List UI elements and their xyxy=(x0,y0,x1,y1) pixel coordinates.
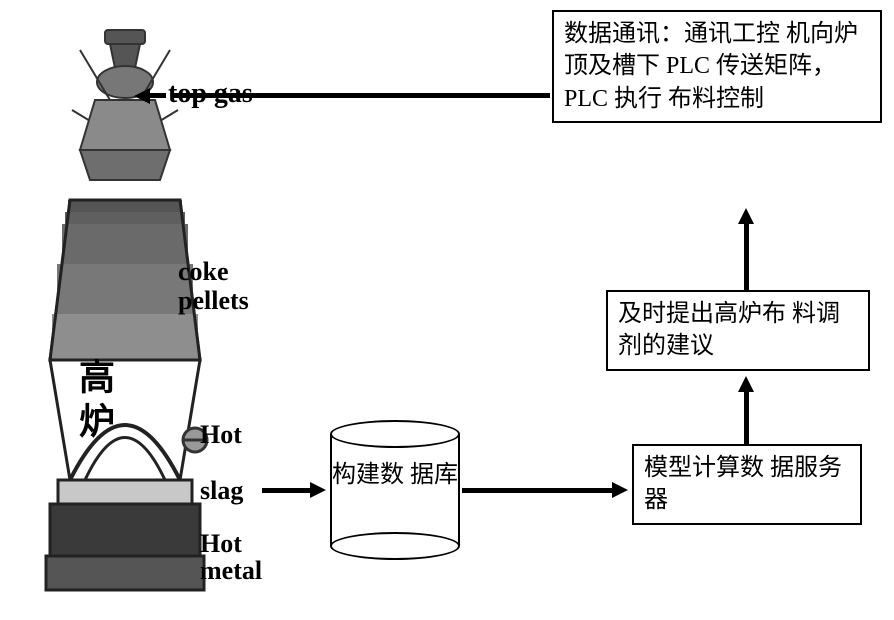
server-box-text: 模型计算数 据服务器 xyxy=(644,455,842,513)
arrow3-line xyxy=(744,392,749,444)
coke-pellets-label: coke pellets xyxy=(178,258,249,315)
comm-box: 数据通讯：通讯工控 机向炉顶及槽下 PLC 传送矩阵，PLC 执行 布料控制 xyxy=(552,10,882,123)
arrow5-line xyxy=(174,93,550,98)
arrow4-head xyxy=(738,208,754,224)
arrow1-head xyxy=(310,482,326,498)
top-gas-arrow-line xyxy=(150,93,166,98)
arrow3-head xyxy=(738,376,754,392)
arrow2-line xyxy=(462,488,612,493)
furnace-main-label: 高炉 xyxy=(68,358,120,446)
hot-metal-label: Hot metal xyxy=(200,530,262,585)
top-gas-arrow-head xyxy=(134,88,150,104)
arrow1-line xyxy=(262,488,310,493)
arrow2-head xyxy=(612,482,628,498)
arrow4-line xyxy=(744,224,749,290)
database-text: 构建数 据库 xyxy=(330,460,460,491)
suggestion-box: 及时提出高炉布 料调剂的建议 xyxy=(606,290,870,371)
database-cylinder: 构建数 据库 xyxy=(330,420,460,560)
server-box: 模型计算数 据服务器 xyxy=(632,444,862,525)
slag-label: slag xyxy=(200,476,243,506)
comm-box-text: 数据通讯：通讯工控 机向炉顶及槽下 PLC 传送矩阵，PLC 执行 布料控制 xyxy=(564,21,858,112)
hot-label: Hot xyxy=(200,420,242,450)
suggestion-box-text: 及时提出高炉布 料调剂的建议 xyxy=(618,301,840,359)
